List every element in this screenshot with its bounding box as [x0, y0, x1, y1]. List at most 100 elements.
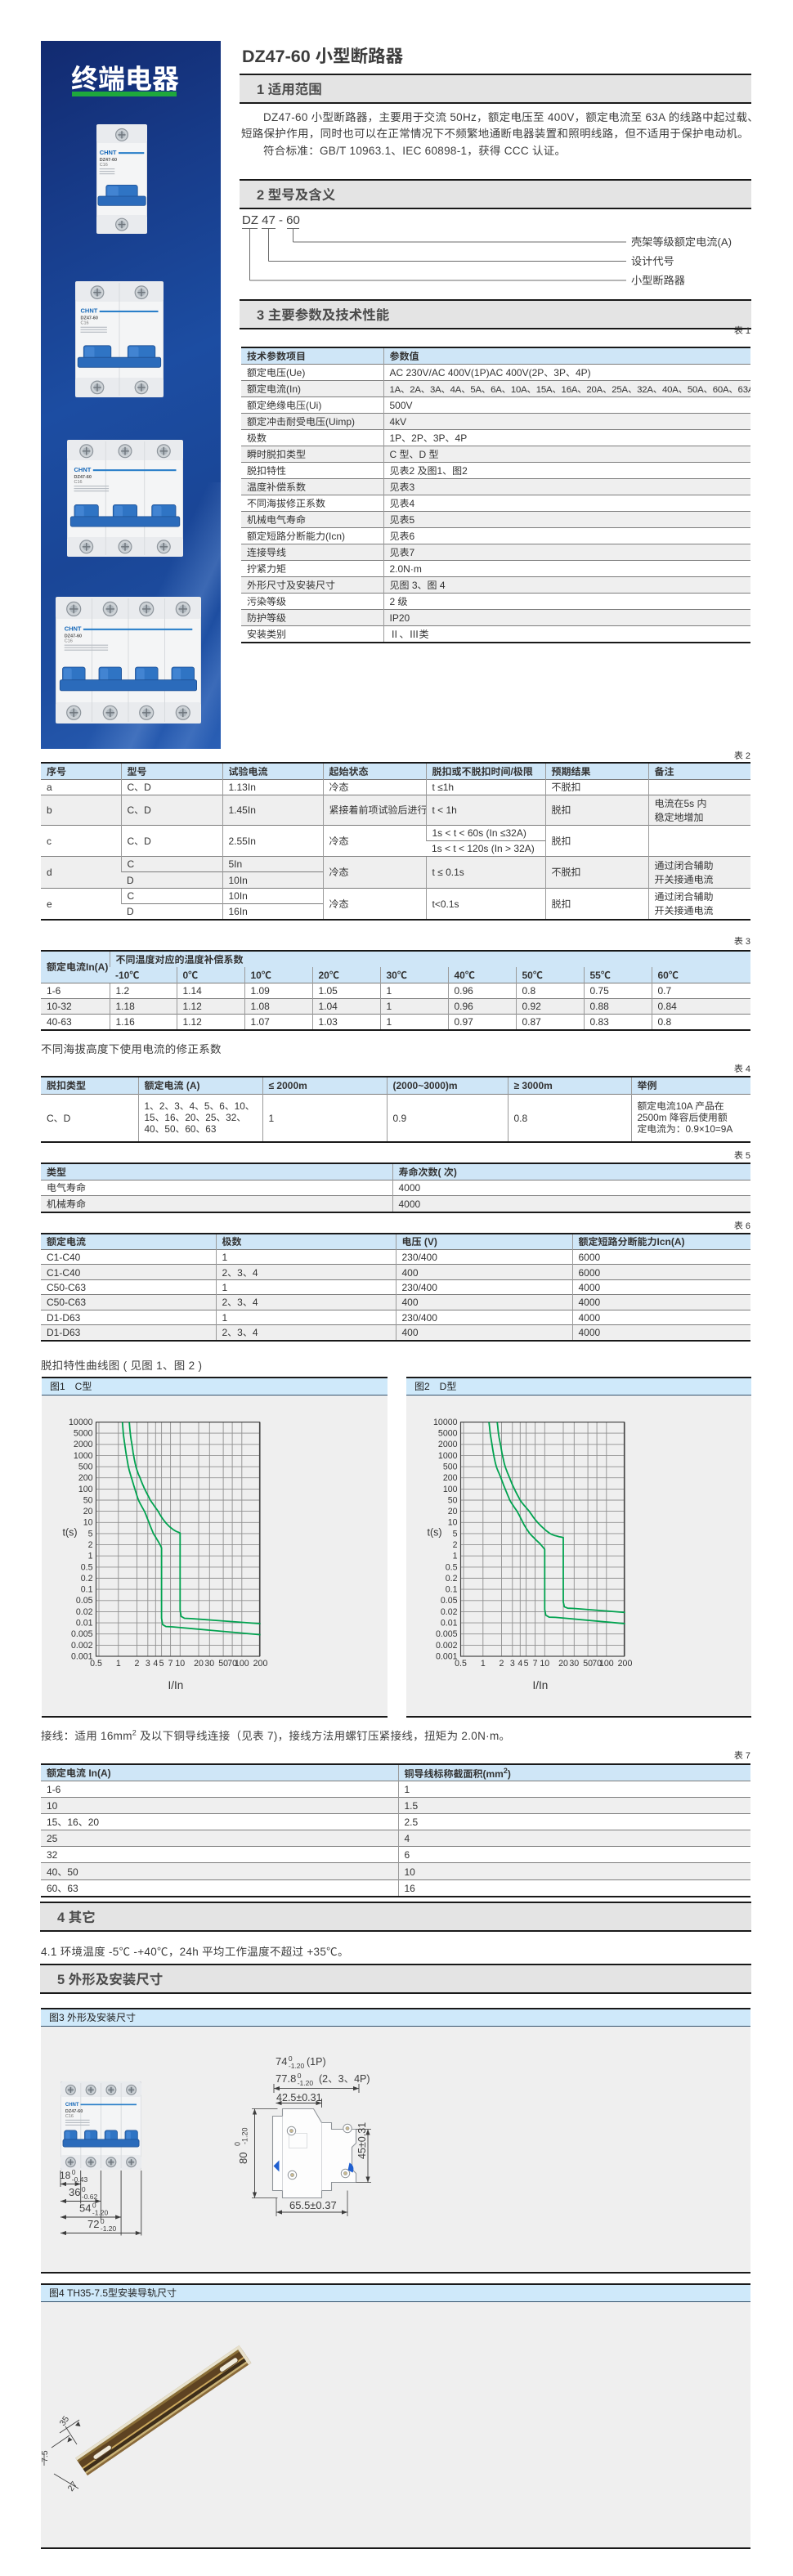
svg-text:0: 0 [289, 2054, 293, 2063]
svg-text:4: 4 [153, 1659, 158, 1669]
svg-text:-0.43: -0.43 [72, 2175, 88, 2184]
svg-text:72: 72 [87, 2218, 99, 2230]
svg-text:0.01: 0.01 [441, 1618, 458, 1628]
svg-text:0.02: 0.02 [441, 1606, 458, 1616]
svg-text:7: 7 [533, 1659, 538, 1669]
svg-text:74: 74 [276, 2055, 287, 2068]
svg-text:10: 10 [83, 1517, 93, 1527]
svg-text:0.05: 0.05 [76, 1596, 93, 1606]
svg-text:-0.62: -0.62 [82, 2193, 98, 2201]
svg-text:CHNT: CHNT [100, 149, 117, 156]
svg-text:50: 50 [218, 1659, 228, 1669]
svg-text:C16: C16 [81, 321, 89, 326]
svg-text:CHNT: CHNT [74, 466, 92, 473]
svg-text:DZ 47 - 60: DZ 47 - 60 [242, 213, 300, 227]
svg-text:0.05: 0.05 [441, 1596, 458, 1606]
svg-text:7: 7 [168, 1659, 173, 1669]
svg-text:50: 50 [583, 1659, 593, 1669]
svg-text:200: 200 [78, 1473, 93, 1483]
svg-text:10: 10 [448, 1517, 458, 1527]
svg-text:70: 70 [592, 1659, 602, 1669]
svg-text:100: 100 [235, 1659, 249, 1669]
svg-text:C16: C16 [100, 163, 108, 168]
svg-text:42.5±0.31: 42.5±0.31 [276, 2092, 322, 2103]
svg-text:50: 50 [448, 1495, 458, 1505]
svg-text:(2、3、4P): (2、3、4P) [319, 2070, 370, 2085]
svg-text:0.01: 0.01 [76, 1618, 93, 1628]
svg-text:0: 0 [298, 2072, 302, 2080]
svg-text:1000: 1000 [438, 1450, 458, 1460]
svg-text:65.5±0.37: 65.5±0.37 [289, 2199, 337, 2211]
svg-text:I/In: I/In [533, 1679, 549, 1691]
svg-text:0.002: 0.002 [71, 1640, 93, 1650]
svg-text:设计代号: 设计代号 [631, 253, 674, 268]
svg-text:5: 5 [453, 1529, 458, 1539]
svg-text:5: 5 [88, 1529, 93, 1539]
svg-text:10000: 10000 [433, 1417, 458, 1427]
svg-text:500: 500 [78, 1462, 93, 1472]
svg-text:-1.20: -1.20 [92, 2208, 109, 2216]
svg-text:CHNT: CHNT [81, 307, 98, 315]
svg-text:20: 20 [448, 1507, 458, 1516]
svg-text:0: 0 [234, 2141, 242, 2145]
svg-text:CHNT: CHNT [65, 625, 82, 633]
svg-text:500: 500 [443, 1462, 458, 1472]
svg-text:20: 20 [83, 1507, 93, 1516]
svg-text:1: 1 [116, 1659, 121, 1669]
svg-text:0.005: 0.005 [436, 1629, 458, 1639]
svg-text:100: 100 [78, 1484, 93, 1494]
svg-text:30: 30 [569, 1659, 579, 1669]
svg-text:(1P): (1P) [307, 2056, 326, 2068]
svg-text:C16: C16 [65, 2114, 74, 2119]
svg-text:0.5: 0.5 [81, 1562, 93, 1572]
svg-text:DZ47-60: DZ47-60 [65, 2109, 83, 2114]
svg-text:0.005: 0.005 [71, 1629, 93, 1639]
svg-text:-1.20: -1.20 [298, 2079, 314, 2087]
svg-text:77.8: 77.8 [276, 2072, 296, 2085]
svg-text:0.5: 0.5 [446, 1562, 458, 1572]
svg-text:200: 200 [253, 1659, 268, 1669]
svg-text:18: 18 [60, 2170, 71, 2181]
svg-text:0.1: 0.1 [81, 1584, 93, 1594]
svg-text:-1.20: -1.20 [241, 2127, 249, 2144]
svg-text:0: 0 [92, 2201, 96, 2209]
svg-text:t(s): t(s) [428, 1526, 442, 1538]
svg-text:50: 50 [83, 1495, 93, 1505]
svg-text:-1.20: -1.20 [101, 2224, 117, 2233]
svg-text:DZ47-60: DZ47-60 [74, 475, 92, 480]
svg-text:100: 100 [599, 1659, 614, 1669]
svg-text:5000: 5000 [438, 1428, 458, 1438]
svg-text:5: 5 [524, 1659, 529, 1669]
svg-text:5000: 5000 [74, 1428, 93, 1438]
svg-text:0.2: 0.2 [446, 1573, 458, 1583]
svg-text:CHNT: CHNT [65, 2103, 79, 2108]
svg-text:I/In: I/In [168, 1679, 184, 1691]
svg-text:200: 200 [443, 1473, 458, 1483]
svg-text:2: 2 [135, 1659, 140, 1669]
svg-text:DZ47-60: DZ47-60 [65, 634, 82, 639]
svg-text:3: 3 [510, 1659, 515, 1669]
svg-text:70: 70 [227, 1659, 237, 1669]
svg-text:20: 20 [558, 1659, 568, 1669]
svg-text:27: 27 [66, 2480, 80, 2493]
svg-text:DZ47-60: DZ47-60 [81, 316, 98, 321]
svg-text:2: 2 [500, 1659, 504, 1669]
svg-text:10: 10 [175, 1659, 185, 1669]
svg-text:4: 4 [517, 1659, 522, 1669]
svg-text:7.5: 7.5 [41, 2450, 50, 2462]
svg-text:1000: 1000 [74, 1450, 93, 1460]
svg-text:200: 200 [618, 1659, 633, 1669]
svg-text:5: 5 [159, 1659, 164, 1669]
svg-text:0: 0 [82, 2185, 86, 2193]
svg-text:100: 100 [443, 1484, 458, 1494]
svg-text:壳架等级额定电流(A): 壳架等级额定电流(A) [631, 234, 732, 249]
svg-text:DZ47-60: DZ47-60 [100, 158, 117, 163]
svg-text:C16: C16 [74, 480, 83, 485]
svg-text:2000: 2000 [438, 1440, 458, 1449]
svg-text:54: 54 [79, 2202, 91, 2214]
svg-text:小型断路器: 小型断路器 [631, 272, 685, 288]
svg-text:3: 3 [146, 1659, 150, 1669]
svg-text:30: 30 [204, 1659, 214, 1669]
svg-text:1: 1 [453, 1551, 458, 1561]
svg-text:35: 35 [58, 2414, 72, 2428]
